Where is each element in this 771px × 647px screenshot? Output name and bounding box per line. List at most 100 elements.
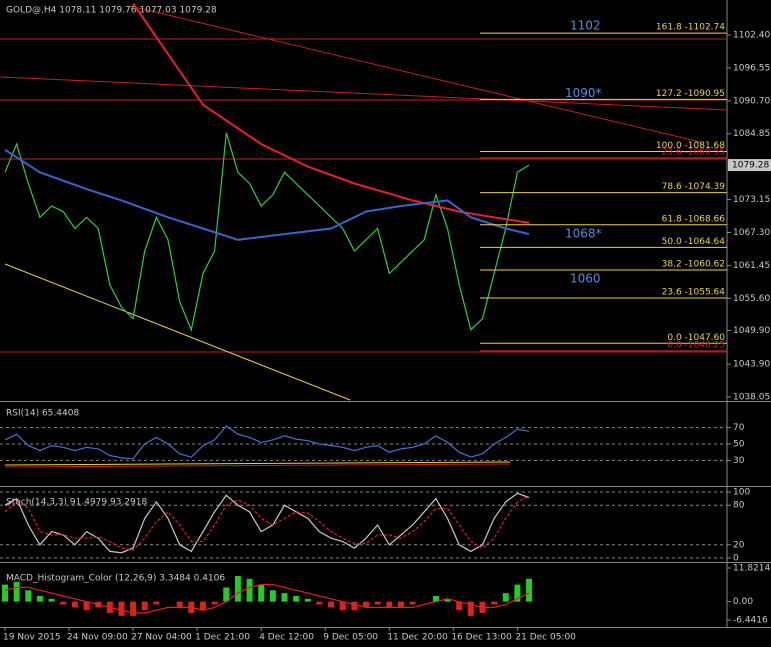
histogram-bar [223,587,230,602]
histogram-bar [153,601,160,605]
histogram-bar [83,601,90,611]
histogram-bar [467,601,474,616]
x-tick-label: 27 Nov 04:00 [131,633,192,643]
rsi-trend-line [4,463,511,468]
histogram-bar [246,578,253,602]
y-tick-label: 1084.85 [733,129,770,139]
fib-label: 0.0 -1047.60 [667,333,725,343]
y-tick-label: 30 [733,456,745,466]
level-annotation: 1068* [565,227,602,241]
histogram-bar [502,593,509,602]
pane-title: Stoch(14,3,3) 91.4979 93.2918 [6,498,147,508]
histogram-bar [281,593,288,602]
x-tick-label: 19 Nov 2015 [3,633,61,643]
y-tick-label: 1038.05 [733,393,770,403]
histogram-bar [269,590,276,602]
histogram-bar [304,598,311,602]
histogram-bar [60,601,67,605]
x-tick-label: 1 Dec 21:00 [195,633,250,643]
series-line [4,132,530,332]
fib-label: 23.6 -1055.64 [662,288,726,298]
fib-label: 78.6 -1074.39 [662,182,726,192]
y-tick-label: 1043.90 [733,360,770,370]
fib-label: 127.2 -1090.95 [656,89,725,99]
rsi-trend-line [4,461,511,466]
fib-label: 100.0 -1081.68 [656,141,725,151]
fib-label: 38.2 -1060.62 [662,260,725,270]
last-price-box [728,159,771,172]
y-tick-label: 20 [733,540,745,550]
histogram-bar [258,584,265,602]
histogram-bar [351,601,358,611]
histogram-bar [444,598,451,602]
y-tick-label: 1073.15 [733,195,770,205]
histogram-bar [514,584,521,602]
pane-title: MACD_Histogram_Color (12,26,9) 3.3484 0.… [6,574,225,584]
histogram-bar [526,578,533,602]
x-tick-label: 21 Dec 05:00 [515,633,576,643]
level-annotation: 1090* [565,86,602,100]
x-tick-label: 9 Dec 05:00 [323,633,378,643]
y-tick-label: 1102.40 [733,30,770,40]
histogram-bar [118,601,125,616]
histogram-bar [397,601,404,608]
histogram-bar [293,595,300,602]
trend-line [129,5,701,143]
y-tick-label: 11.8214 [733,564,770,574]
histogram-bar [432,595,439,602]
histogram-bar [176,601,183,608]
y-tick-label: 1049.90 [733,326,770,336]
histogram-bar [211,601,218,605]
histogram-bar [141,601,148,611]
x-tick-label: 11 Dec 20:00 [387,633,448,643]
histogram-bar [328,601,335,608]
histogram-bar [491,601,498,605]
x-tick-label: 4 Dec 12:00 [259,633,314,643]
histogram-bar [363,601,369,608]
y-tick-label: 50 [733,440,745,450]
last-price-label: 1079.28 [732,161,769,171]
x-tick-label: 24 Nov 09:00 [67,633,128,643]
fib-label: 0.0 -1046.25 [667,340,725,350]
series-line [4,492,530,554]
histogram-bar [130,601,137,616]
series-line [4,584,530,614]
y-tick-label: 100 [733,488,750,498]
y-tick-label: 1090.70 [733,96,770,106]
histogram-bar [456,601,463,611]
fib-label: 23.6 -1080.55 [662,147,725,157]
level-annotation: 1102 [570,18,601,32]
y-tick-label: 0.00 [733,597,753,607]
histogram-bar [234,576,241,602]
y-tick-label: 1061.45 [733,261,770,271]
histogram-bar [13,581,20,602]
y-tick-label: 1055.60 [733,294,770,304]
series-line [132,2,530,224]
series-line [4,148,530,241]
histogram-bar [48,598,55,602]
trend-line [0,76,728,111]
histogram-bar [339,601,346,611]
fib-label: 50.0 -1064.64 [662,237,726,247]
series-line [4,425,530,460]
pane-title: RSI(14) 65.4408 [6,409,79,419]
histogram-bar [316,601,323,605]
histogram-bar [36,595,43,602]
y-tick-label: -6.4416 [733,616,768,626]
histogram-bar [71,601,78,608]
fib-label: 61.8 -1068.66 [662,214,726,224]
histogram-bar [374,601,381,605]
y-tick-label: 1096.55 [733,63,770,73]
y-tick-label: 80 [733,501,745,511]
y-tick-label: 70 [733,423,745,433]
series-line [4,495,530,551]
y-tick-label: 1067.30 [733,228,770,238]
histogram-bar [25,590,32,602]
trend-line [4,263,351,401]
y-tick-label: 0 [733,554,739,564]
histogram-bar [2,584,8,602]
histogram-bar [386,601,393,608]
pane-title: GOLD@,H4 1078.11 1079.76 1077.03 1079.28 [6,6,217,16]
level-annotation: 1060 [570,272,601,286]
